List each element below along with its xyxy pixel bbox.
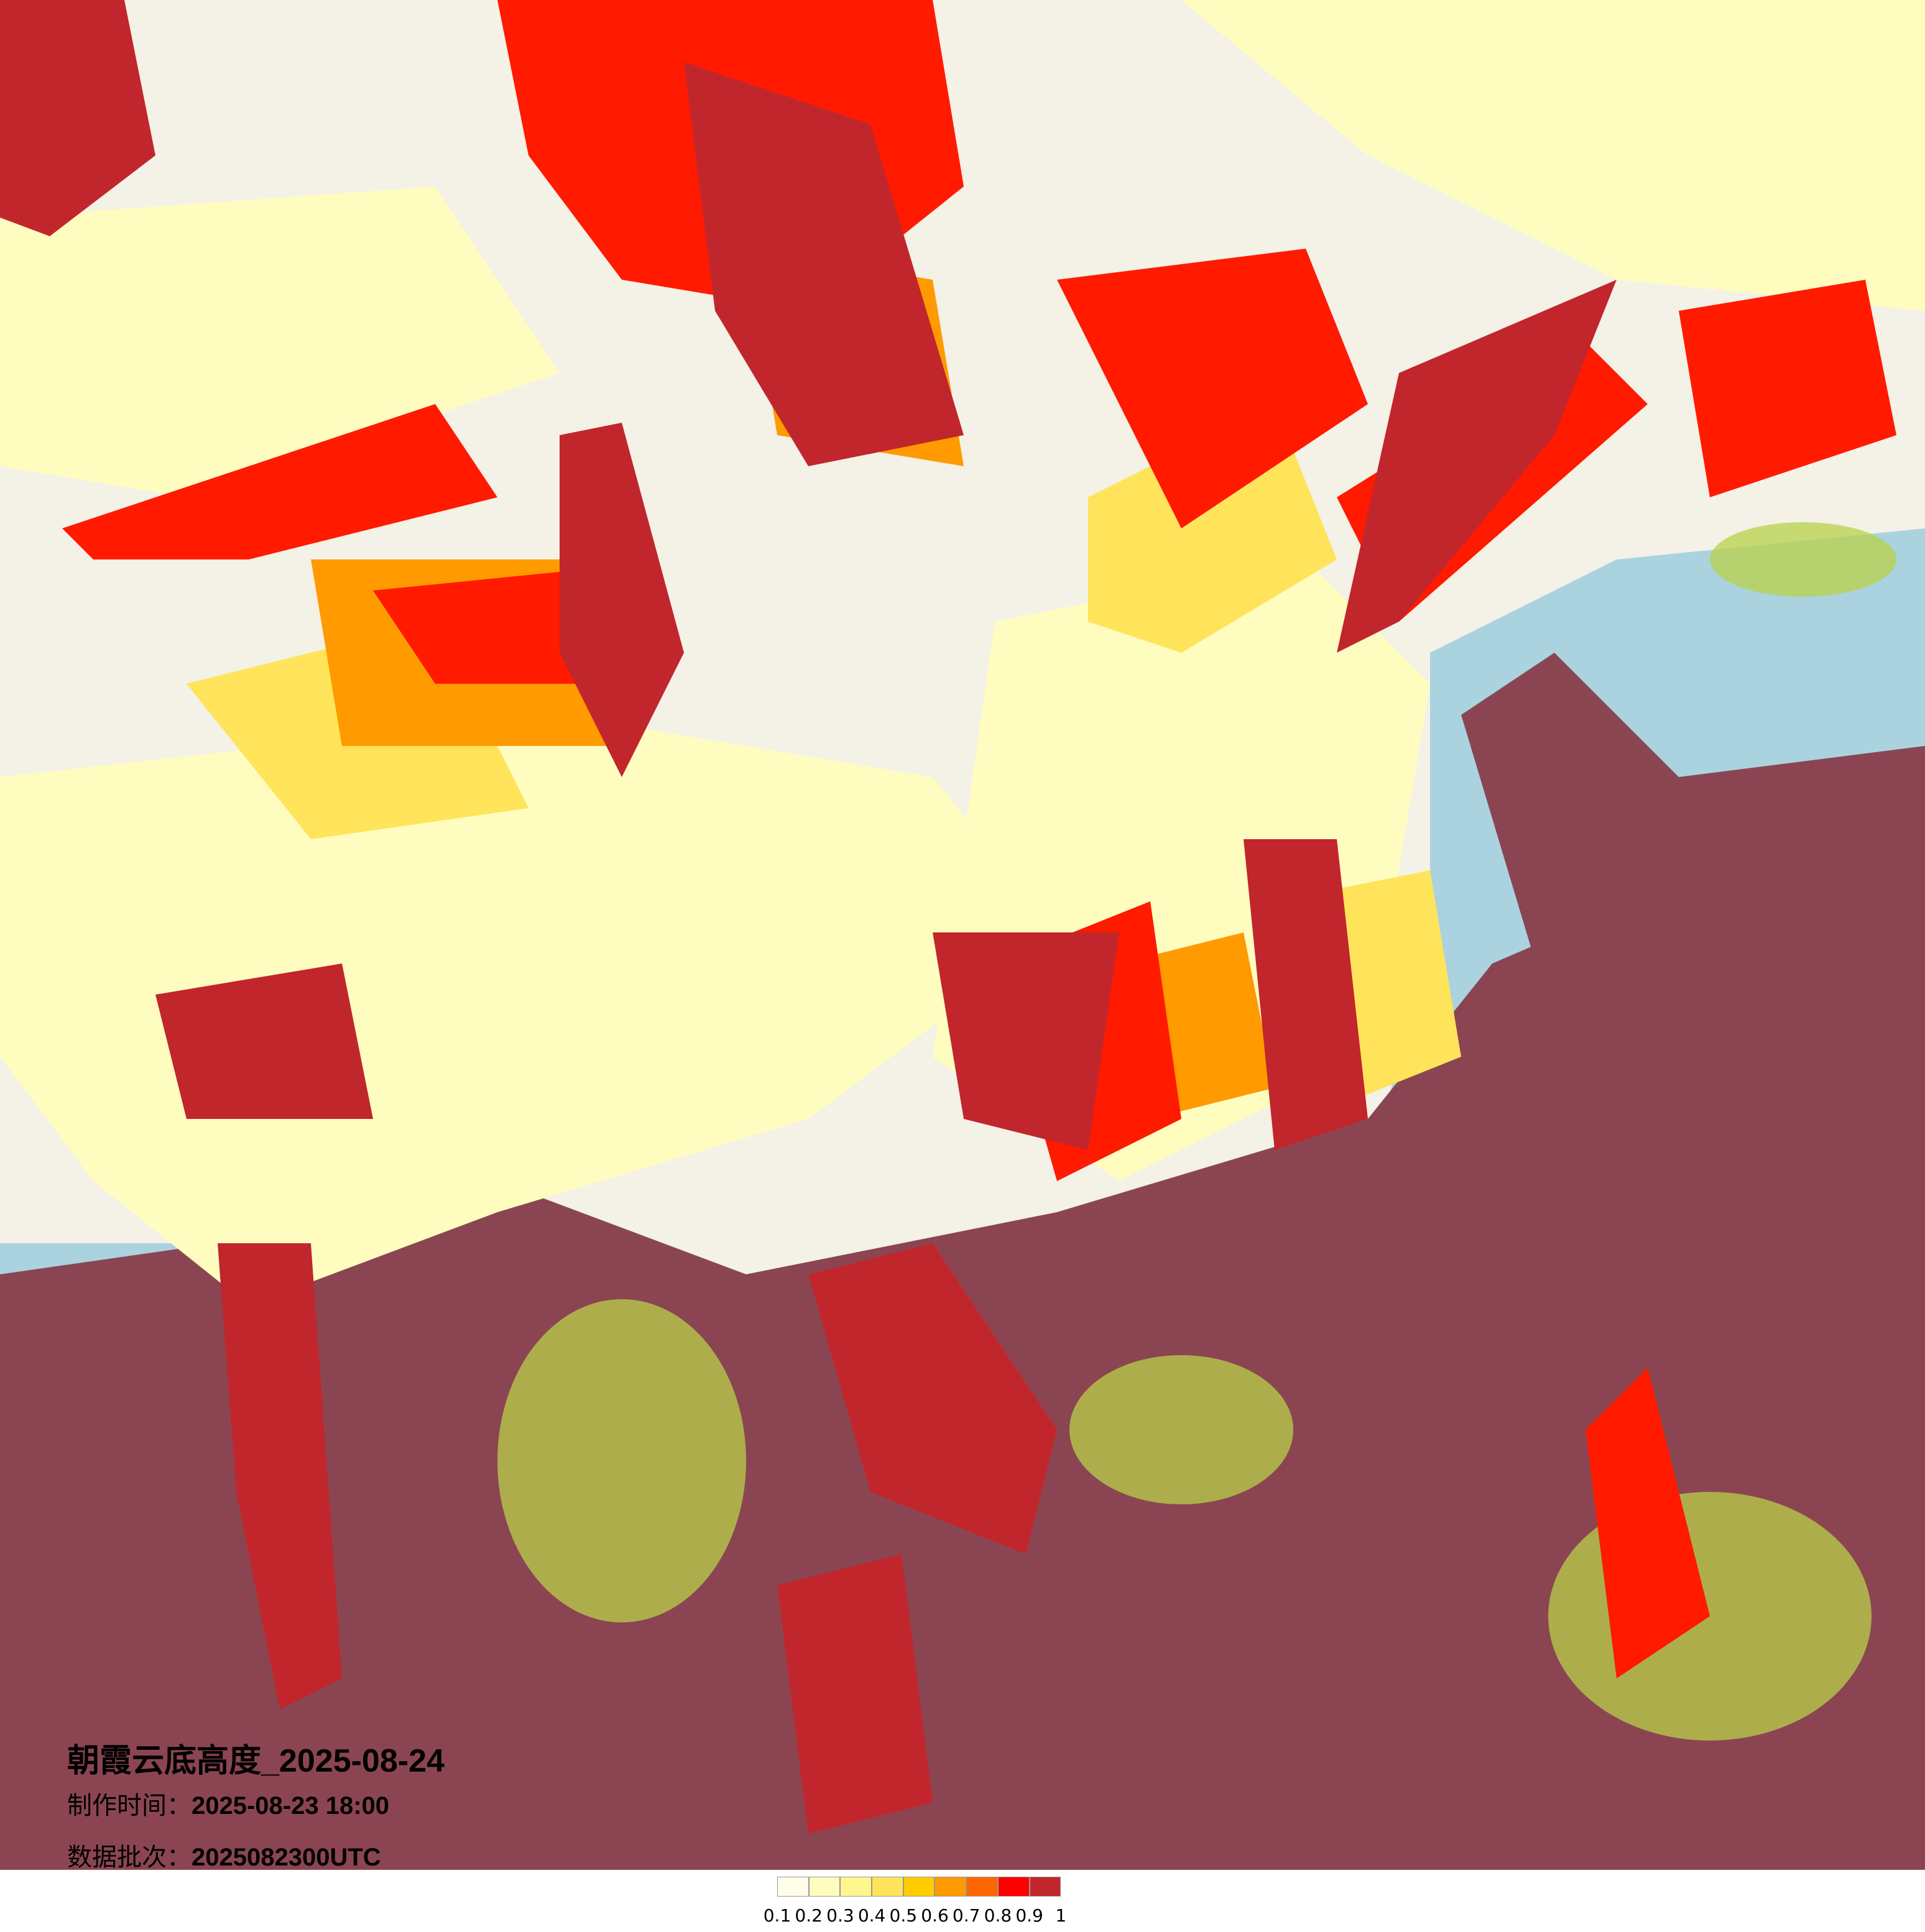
legend-tick-label: 0.2	[795, 1905, 823, 1926]
map-title: 朝霞云底高度_2025-08-24	[67, 1734, 445, 1781]
dark-red-zones	[0, 0, 1617, 1834]
data-batch-label: 数据批次：	[67, 1843, 192, 1872]
legend-tick-label: 0.6	[921, 1905, 949, 1926]
legend-swatch	[966, 1877, 998, 1897]
production-time-value: 2025-08-23 18:00	[192, 1792, 390, 1819]
legend-tick-label: 0.5	[889, 1905, 918, 1926]
legend-swatch	[777, 1877, 809, 1897]
cloud-cover-east	[1461, 653, 1925, 1057]
title-text: 朝霞云底高度	[67, 1742, 262, 1780]
cloud-base-height-map	[0, 0, 1925, 1870]
legend-tick-label: 1	[1055, 1905, 1067, 1926]
legend-tick-label: 0.1	[763, 1905, 792, 1926]
title-date: _2025-08-24	[261, 1743, 445, 1779]
legend-swatch	[935, 1877, 967, 1897]
data-batch-value: 2025082300UTC	[192, 1844, 381, 1871]
legend-swatch	[840, 1877, 872, 1897]
legend-tick-label: 0.4	[857, 1905, 886, 1926]
legend-tick-label: 0.8	[984, 1905, 1012, 1926]
data-batch: 数据批次：2025082300UTC	[67, 1837, 381, 1873]
legend-swatch	[903, 1877, 935, 1897]
legend-swatch	[1029, 1877, 1061, 1897]
legend-tick-label: 0.7	[952, 1905, 981, 1926]
legend-tick-label: 0.3	[826, 1905, 854, 1926]
legend-swatch	[997, 1877, 1030, 1897]
legend-tick-label: 0.9	[1015, 1905, 1043, 1926]
color-legend	[777, 1877, 1061, 1897]
legend-ticks: 0.1 0.2 0.3 0.4 0.5 0.6 0.7 0.8 0.9 1	[764, 1905, 1068, 1930]
legend-swatch	[808, 1877, 841, 1897]
legend-swatch	[872, 1877, 903, 1897]
production-time-label: 制作时间：	[67, 1792, 192, 1820]
production-time: 制作时间：2025-08-23 18:00	[67, 1785, 389, 1821]
